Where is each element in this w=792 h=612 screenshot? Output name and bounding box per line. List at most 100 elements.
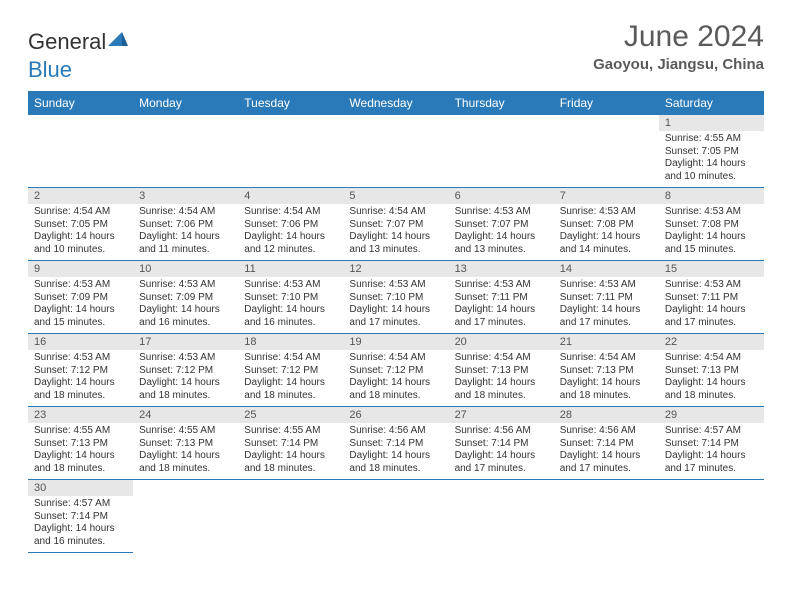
sunset-line: Sunset: 7:12 PM — [34, 365, 127, 378]
sunrise-line: Sunrise: 4:53 AM — [139, 352, 232, 365]
day-body: Sunrise: 4:54 AMSunset: 7:06 PMDaylight:… — [133, 204, 238, 260]
sunset-line: Sunset: 7:06 PM — [139, 219, 232, 232]
daylight-line: Daylight: 14 hours and 16 minutes. — [34, 523, 127, 548]
day-number: 1 — [659, 115, 764, 131]
day-number: 19 — [343, 334, 448, 350]
calendar-cell: 29Sunrise: 4:57 AMSunset: 7:14 PMDayligh… — [659, 407, 764, 480]
day-number: 8 — [659, 188, 764, 204]
calendar-cell: 7Sunrise: 4:53 AMSunset: 7:08 PMDaylight… — [554, 188, 659, 261]
sunset-line: Sunset: 7:07 PM — [349, 219, 442, 232]
day-body: Sunrise: 4:53 AMSunset: 7:08 PMDaylight:… — [554, 204, 659, 260]
daylight-line: Daylight: 14 hours and 17 minutes. — [665, 450, 758, 475]
calendar-cell: 20Sunrise: 4:54 AMSunset: 7:13 PMDayligh… — [449, 334, 554, 407]
sunset-line: Sunset: 7:13 PM — [560, 365, 653, 378]
day-number: 26 — [343, 407, 448, 423]
daylight-line: Daylight: 14 hours and 13 minutes. — [349, 231, 442, 256]
calendar-cell: 12Sunrise: 4:53 AMSunset: 7:10 PMDayligh… — [343, 261, 448, 334]
sunset-line: Sunset: 7:13 PM — [455, 365, 548, 378]
day-body: Sunrise: 4:55 AMSunset: 7:13 PMDaylight:… — [133, 423, 238, 479]
calendar-cell: 10Sunrise: 4:53 AMSunset: 7:09 PMDayligh… — [133, 261, 238, 334]
calendar-cell-empty — [343, 480, 448, 553]
day-number: 12 — [343, 261, 448, 277]
calendar-table: SundayMondayTuesdayWednesdayThursdayFrid… — [28, 91, 764, 553]
brand-logo: General — [28, 20, 128, 58]
sail-icon — [108, 26, 128, 52]
day-body: Sunrise: 4:57 AMSunset: 7:14 PMDaylight:… — [28, 496, 133, 552]
daylight-line: Daylight: 14 hours and 17 minutes. — [455, 450, 548, 475]
calendar-cell: 2Sunrise: 4:54 AMSunset: 7:05 PMDaylight… — [28, 188, 133, 261]
day-body: Sunrise: 4:54 AMSunset: 7:13 PMDaylight:… — [449, 350, 554, 406]
sunrise-line: Sunrise: 4:57 AM — [34, 498, 127, 511]
day-body: Sunrise: 4:53 AMSunset: 7:11 PMDaylight:… — [659, 277, 764, 333]
day-number: 30 — [28, 480, 133, 496]
day-number: 16 — [28, 334, 133, 350]
calendar-cell: 14Sunrise: 4:53 AMSunset: 7:11 PMDayligh… — [554, 261, 659, 334]
daylight-line: Daylight: 14 hours and 18 minutes. — [455, 377, 548, 402]
day-number: 3 — [133, 188, 238, 204]
sunrise-line: Sunrise: 4:53 AM — [349, 279, 442, 292]
day-body: Sunrise: 4:53 AMSunset: 7:10 PMDaylight:… — [343, 277, 448, 333]
daylight-line: Daylight: 14 hours and 17 minutes. — [349, 304, 442, 329]
weekday-header: Monday — [133, 91, 238, 115]
calendar-cell: 26Sunrise: 4:56 AMSunset: 7:14 PMDayligh… — [343, 407, 448, 480]
sunrise-line: Sunrise: 4:53 AM — [139, 279, 232, 292]
daylight-line: Daylight: 14 hours and 10 minutes. — [34, 231, 127, 256]
calendar-cell: 17Sunrise: 4:53 AMSunset: 7:12 PMDayligh… — [133, 334, 238, 407]
day-number: 20 — [449, 334, 554, 350]
calendar-cell-empty — [449, 115, 554, 188]
sunset-line: Sunset: 7:11 PM — [455, 292, 548, 305]
sunset-line: Sunset: 7:12 PM — [349, 365, 442, 378]
weekday-header: Saturday — [659, 91, 764, 115]
calendar-row: 23Sunrise: 4:55 AMSunset: 7:13 PMDayligh… — [28, 407, 764, 480]
day-number: 4 — [238, 188, 343, 204]
day-number: 10 — [133, 261, 238, 277]
sunrise-line: Sunrise: 4:53 AM — [34, 352, 127, 365]
calendar-body: 1Sunrise: 4:55 AMSunset: 7:05 PMDaylight… — [28, 115, 764, 553]
sunrise-line: Sunrise: 4:53 AM — [560, 206, 653, 219]
day-body: Sunrise: 4:54 AMSunset: 7:12 PMDaylight:… — [238, 350, 343, 406]
sunset-line: Sunset: 7:09 PM — [34, 292, 127, 305]
daylight-line: Daylight: 14 hours and 18 minutes. — [349, 377, 442, 402]
sunrise-line: Sunrise: 4:53 AM — [560, 279, 653, 292]
calendar-cell: 28Sunrise: 4:56 AMSunset: 7:14 PMDayligh… — [554, 407, 659, 480]
day-body: Sunrise: 4:55 AMSunset: 7:13 PMDaylight:… — [28, 423, 133, 479]
sunset-line: Sunset: 7:08 PM — [560, 219, 653, 232]
sunrise-line: Sunrise: 4:55 AM — [139, 425, 232, 438]
sunrise-line: Sunrise: 4:55 AM — [665, 133, 758, 146]
calendar-cell: 16Sunrise: 4:53 AMSunset: 7:12 PMDayligh… — [28, 334, 133, 407]
daylight-line: Daylight: 14 hours and 18 minutes. — [244, 450, 337, 475]
sunset-line: Sunset: 7:07 PM — [455, 219, 548, 232]
day-number: 7 — [554, 188, 659, 204]
weekday-header: Wednesday — [343, 91, 448, 115]
calendar-cell-empty — [554, 115, 659, 188]
sunset-line: Sunset: 7:06 PM — [244, 219, 337, 232]
sunset-line: Sunset: 7:10 PM — [349, 292, 442, 305]
calendar-row: 2Sunrise: 4:54 AMSunset: 7:05 PMDaylight… — [28, 188, 764, 261]
calendar-cell: 4Sunrise: 4:54 AMSunset: 7:06 PMDaylight… — [238, 188, 343, 261]
calendar-cell: 3Sunrise: 4:54 AMSunset: 7:06 PMDaylight… — [133, 188, 238, 261]
day-number: 6 — [449, 188, 554, 204]
day-body: Sunrise: 4:54 AMSunset: 7:07 PMDaylight:… — [343, 204, 448, 260]
daylight-line: Daylight: 14 hours and 18 minutes. — [139, 377, 232, 402]
day-body: Sunrise: 4:53 AMSunset: 7:08 PMDaylight:… — [659, 204, 764, 260]
daylight-line: Daylight: 14 hours and 12 minutes. — [244, 231, 337, 256]
sunrise-line: Sunrise: 4:56 AM — [455, 425, 548, 438]
brand-part1: General — [28, 29, 106, 55]
calendar-cell: 15Sunrise: 4:53 AMSunset: 7:11 PMDayligh… — [659, 261, 764, 334]
weekday-header: Friday — [554, 91, 659, 115]
calendar-cell: 1Sunrise: 4:55 AMSunset: 7:05 PMDaylight… — [659, 115, 764, 188]
calendar-page: General June 2024 Gaoyou, Jiangsu, China… — [0, 0, 792, 563]
day-number: 18 — [238, 334, 343, 350]
sunrise-line: Sunrise: 4:54 AM — [349, 206, 442, 219]
sunset-line: Sunset: 7:14 PM — [560, 438, 653, 451]
sunrise-line: Sunrise: 4:54 AM — [244, 352, 337, 365]
sunrise-line: Sunrise: 4:53 AM — [455, 279, 548, 292]
calendar-cell: 30Sunrise: 4:57 AMSunset: 7:14 PMDayligh… — [28, 480, 133, 553]
day-body: Sunrise: 4:53 AMSunset: 7:11 PMDaylight:… — [449, 277, 554, 333]
calendar-cell-empty — [133, 480, 238, 553]
day-body: Sunrise: 4:53 AMSunset: 7:12 PMDaylight:… — [133, 350, 238, 406]
sunrise-line: Sunrise: 4:56 AM — [560, 425, 653, 438]
daylight-line: Daylight: 14 hours and 18 minutes. — [665, 377, 758, 402]
weekday-header: Thursday — [449, 91, 554, 115]
day-body: Sunrise: 4:53 AMSunset: 7:09 PMDaylight:… — [28, 277, 133, 333]
